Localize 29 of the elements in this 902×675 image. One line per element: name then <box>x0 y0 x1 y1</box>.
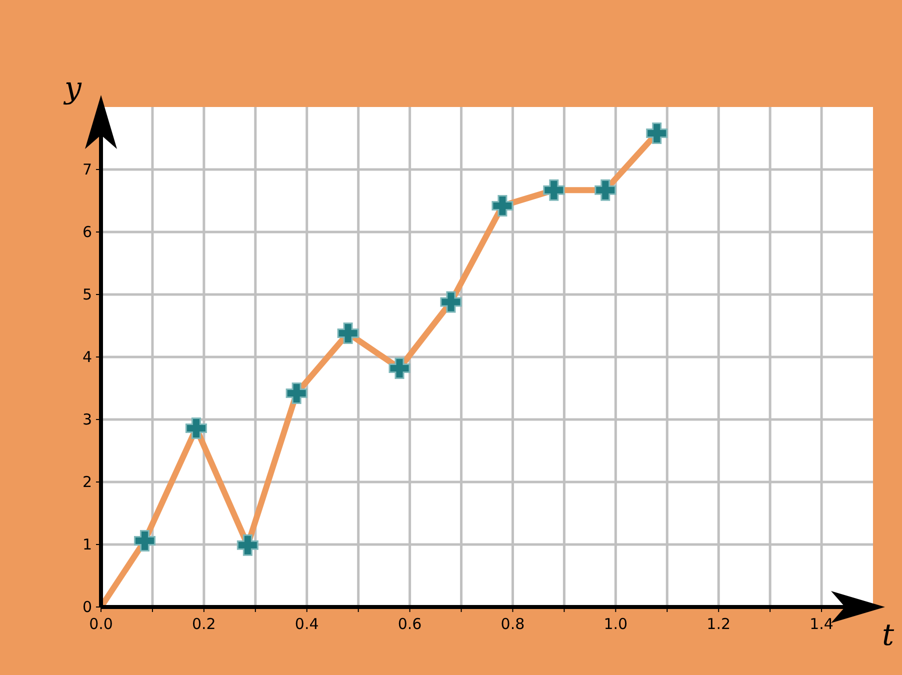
point <box>185 418 207 439</box>
point <box>286 382 308 404</box>
point <box>236 534 258 556</box>
x-tick-label: 0.4 <box>294 615 319 633</box>
y-tick-label: 2 <box>82 473 92 491</box>
y-axis-title: y <box>62 71 83 106</box>
y-tick-label: 5 <box>82 286 92 304</box>
y-tick-label: 4 <box>82 348 92 366</box>
x-tick-label: 1.4 <box>810 615 834 633</box>
y-tick-label: 0 <box>82 598 92 616</box>
x-tick-label: 0.0 <box>89 615 113 633</box>
point <box>134 530 156 552</box>
y-tick-label: 7 <box>82 160 92 178</box>
y-tick-label: 6 <box>82 223 92 241</box>
x-tick-label: 1.0 <box>604 615 628 633</box>
x-axis-title: t <box>882 618 895 653</box>
point <box>594 179 616 201</box>
y-tick-label: 1 <box>82 536 92 554</box>
point <box>388 358 410 379</box>
x-tick-label: 0.8 <box>500 615 525 633</box>
x-tick-label: 0.6 <box>398 615 422 633</box>
x-tick-label: 0.2 <box>192 615 216 633</box>
point <box>543 179 565 201</box>
x-tick-label: 1.2 <box>706 615 731 633</box>
point <box>440 291 462 313</box>
point <box>492 195 514 216</box>
point <box>646 122 668 144</box>
point <box>337 322 359 344</box>
y-tick-label: 3 <box>82 410 92 428</box>
